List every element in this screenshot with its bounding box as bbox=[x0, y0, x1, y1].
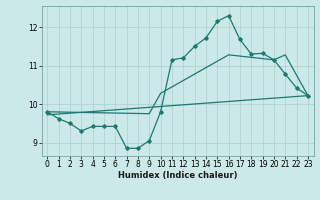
X-axis label: Humidex (Indice chaleur): Humidex (Indice chaleur) bbox=[118, 171, 237, 180]
